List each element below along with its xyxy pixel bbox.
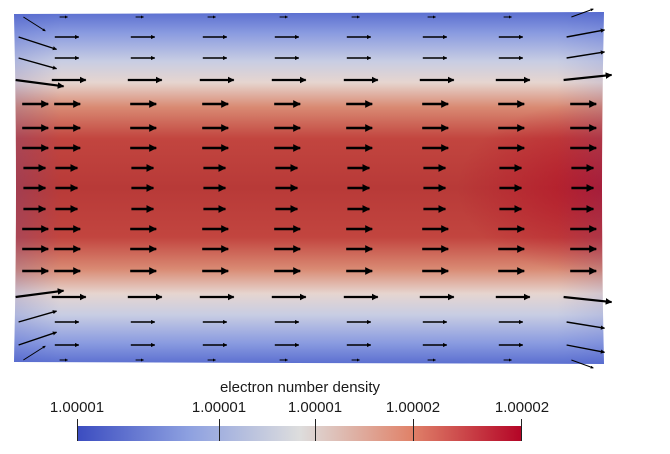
legend-tick-mark bbox=[521, 419, 522, 441]
velocity-arrow bbox=[563, 72, 613, 82]
render-viewport[interactable] bbox=[0, 0, 670, 370]
velocity-arrow bbox=[18, 331, 57, 346]
legend-tick-mark bbox=[77, 419, 78, 441]
velocity-arrow bbox=[566, 50, 606, 59]
legend-tick-label: 1.00002 bbox=[385, 399, 441, 416]
velocity-arrow bbox=[566, 344, 606, 354]
velocity-arrow bbox=[566, 321, 606, 330]
density-edge-shade bbox=[14, 12, 604, 364]
legend-tick-mark bbox=[219, 419, 220, 441]
velocity-arrows bbox=[15, 8, 613, 369]
legend-tick-label: 1.00001 bbox=[49, 399, 105, 416]
legend-tick-label: 1.00001 bbox=[191, 399, 247, 416]
colorbar bbox=[77, 426, 522, 441]
velocity-arrow bbox=[18, 36, 57, 51]
velocity-arrow bbox=[566, 28, 606, 38]
color-legend: electron number density 1.00001 1.00001 … bbox=[0, 370, 670, 454]
velocity-arrow bbox=[15, 288, 65, 299]
velocity-arrow bbox=[23, 16, 46, 32]
velocity-arrow bbox=[571, 359, 594, 369]
density-field-plot bbox=[14, 8, 613, 369]
velocity-arrow bbox=[23, 345, 46, 361]
legend-tick-label: 1.00001 bbox=[287, 399, 343, 416]
legend-tick-label: 1.00002 bbox=[494, 399, 550, 416]
velocity-arrow bbox=[18, 310, 58, 323]
legend-title: electron number density bbox=[219, 379, 381, 396]
velocity-arrow bbox=[15, 78, 65, 89]
velocity-arrow bbox=[18, 57, 58, 70]
velocity-arrow bbox=[563, 295, 613, 305]
legend-tick-mark bbox=[413, 419, 414, 441]
legend-tick-mark bbox=[315, 419, 316, 441]
velocity-arrow bbox=[571, 8, 594, 18]
